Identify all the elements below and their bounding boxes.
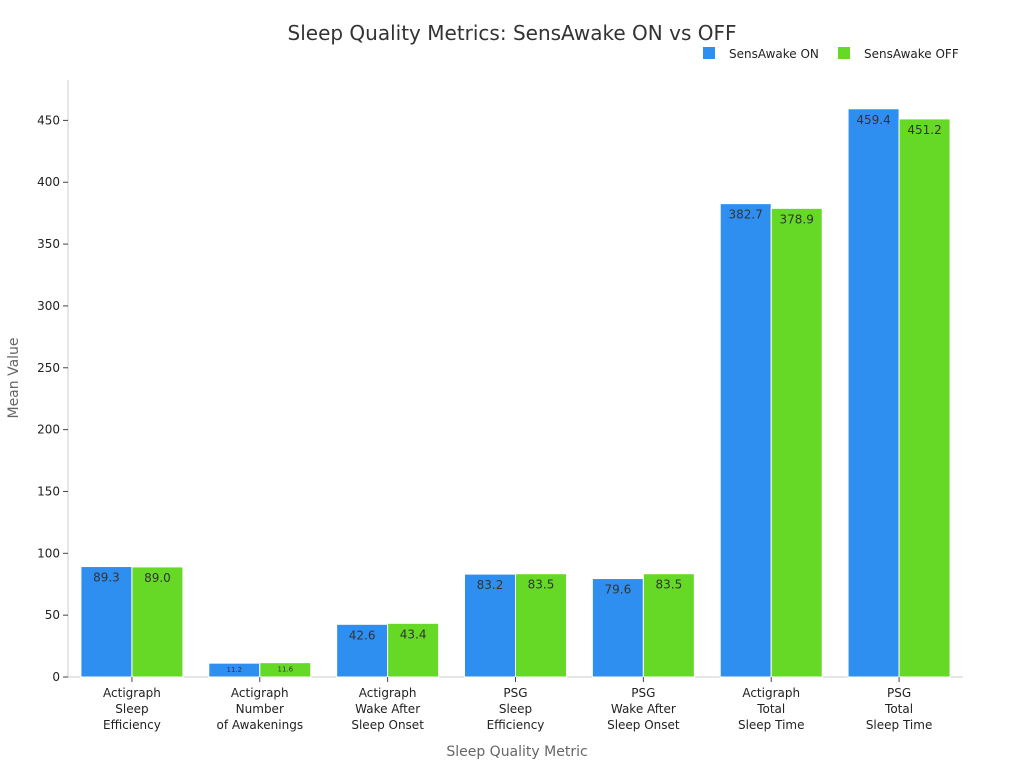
bar-off (515, 573, 567, 678)
x-tick-labels: Actigraph Sleep Efficiency Actigraph Number o… (103, 677, 932, 732)
bar-value-label: 378.9 (780, 212, 814, 226)
legend-swatch-on (703, 47, 715, 59)
bar-value-label: 451.2 (907, 123, 941, 137)
bar-off (131, 566, 184, 678)
x-axis-title: Sleep Quality Metric (446, 744, 587, 760)
y-tick-label: 50 (45, 608, 60, 622)
chart-title: Sleep Quality Metrics: SensAwake ON vs O… (288, 21, 737, 45)
y-tick-label: 400 (37, 175, 60, 189)
bar-value-label: 79.6 (604, 583, 631, 597)
x-tick-label: Efficiency (487, 718, 545, 732)
bar-value-label: 89.3 (93, 571, 120, 585)
bar-value-label: 89.0 (144, 571, 171, 585)
bar-labels: 89.3 89.0 11.2 11.6 42.6 43.4 83.2 83.5 79.6 83.5… (93, 113, 942, 674)
bar-on (719, 203, 772, 678)
x-tick-label: PSG (503, 686, 527, 700)
bar-off (770, 207, 823, 678)
y-tick-label: 200 (37, 423, 60, 437)
legend-label-off: SensAwake OFF (864, 47, 959, 61)
bar-off (642, 573, 695, 678)
bar-on (80, 566, 133, 678)
bar-off (898, 118, 951, 678)
x-tick-label: Sleep Onset (351, 718, 424, 732)
bar-off (259, 662, 312, 678)
y-tick-label: 450 (37, 113, 60, 127)
bar-value-label: 83.5 (655, 578, 682, 592)
bar-on (847, 108, 900, 678)
bars (80, 108, 951, 678)
x-tick-label: Actigraph (103, 686, 161, 700)
legend: SensAwake ON SensAwake OFF (703, 47, 959, 61)
x-tick-label: Sleep (499, 702, 532, 716)
x-tick-label: Efficiency (103, 718, 161, 732)
x-tick-label: Actigraph (742, 686, 800, 700)
bar-value-label: 459.4 (856, 113, 890, 127)
legend-swatch-off (838, 47, 850, 59)
x-tick-label: Sleep Time (866, 718, 933, 732)
legend-label-on: SensAwake ON (729, 47, 819, 61)
x-tick-label: Total (756, 702, 785, 716)
bar-off (387, 622, 440, 678)
x-tick-label: Actigraph (231, 686, 289, 700)
x-tick-label: Actigraph (359, 686, 417, 700)
y-tick-label: 300 (37, 299, 60, 313)
bar-value-label: 382.7 (729, 208, 763, 222)
y-tick-label: 250 (37, 361, 60, 375)
x-tick-label: Number (236, 702, 284, 716)
bar-value-label: 42.6 (349, 628, 376, 642)
x-tick-label: Wake After (611, 702, 676, 716)
bar-value-label: 11.6 (277, 666, 293, 674)
y-axis-title: Mean Value (6, 337, 22, 418)
y-tick-label: 350 (37, 237, 60, 251)
y-tick-label: 0 (52, 670, 60, 684)
x-tick-label: Wake After (355, 702, 420, 716)
x-tick-label: PSG (887, 686, 911, 700)
x-tick-label: Sleep Time (738, 718, 805, 732)
x-tick-label: PSG (631, 686, 655, 700)
y-tick-label: 150 (37, 484, 60, 498)
y-tick-label: 100 (37, 546, 60, 560)
y-ticks: 0 50 100 150 200 250 300 350 400 450 (37, 113, 68, 684)
x-tick-label: of Awakenings (216, 718, 303, 732)
bar-value-label: 43.4 (400, 627, 427, 641)
bar-value-label: 83.5 (528, 578, 555, 592)
x-tick-label: Sleep (115, 702, 148, 716)
x-tick-label: Total (884, 702, 913, 716)
bar-value-label: 83.2 (477, 578, 504, 592)
x-tick-label: Sleep Onset (607, 718, 680, 732)
bar-value-label: 11.2 (226, 666, 242, 674)
